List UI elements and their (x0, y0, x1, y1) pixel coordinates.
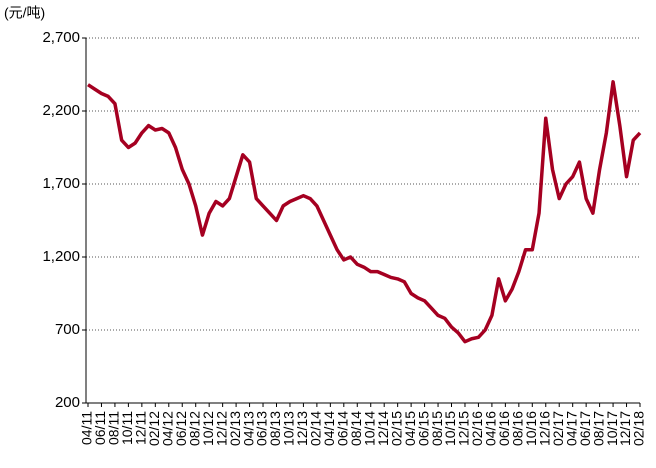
x-tick-label: 06/14 (335, 411, 351, 446)
x-tick-label: 12/13 (294, 411, 310, 446)
x-tick-label: 08/11 (106, 411, 122, 445)
x-tick-label: 06/16 (496, 411, 512, 446)
x-tick-label: 02/13 (227, 411, 243, 446)
x-tick-label: 04/14 (321, 411, 337, 446)
x-tick-label: 04/13 (240, 411, 256, 446)
x-tick-label: 08/14 (348, 411, 364, 446)
x-tick-label: 02/18 (631, 411, 647, 446)
x-tick-label: 08/16 (510, 411, 526, 446)
y-tick-label: 1,700 (42, 175, 80, 192)
x-tick-label: 04/17 (563, 411, 579, 446)
x-tick-label: 02/15 (388, 411, 404, 446)
x-tick-label: 04/15 (402, 411, 418, 446)
x-tick-label: 12/14 (375, 411, 391, 446)
x-tick-label: 04/11 (79, 411, 95, 445)
x-tick-label: 06/13 (254, 411, 270, 446)
y-tick-label: 2,200 (42, 102, 80, 119)
x-tick-label: 10/17 (604, 411, 620, 446)
x-tick-label: 08/13 (267, 411, 283, 446)
x-tick-label: 10/13 (281, 411, 297, 446)
x-tick-label: 02/16 (469, 411, 485, 446)
price-line (87, 80, 642, 344)
x-tick-label: 10/11 (119, 411, 135, 445)
x-tick-label: 12/12 (213, 411, 229, 446)
x-tick-label: 12/16 (536, 411, 552, 446)
y-tick-label: 700 (55, 321, 80, 338)
x-tick-label: 02/14 (308, 411, 324, 446)
x-tick-label: 02/17 (550, 411, 566, 446)
x-tick-label: 02/12 (146, 411, 162, 446)
unit-label: (元/吨) (4, 5, 45, 21)
x-tick-label: 10/14 (361, 411, 377, 446)
x-tick-label: 10/12 (200, 411, 216, 446)
x-tick-label: 08/17 (590, 411, 606, 446)
x-tick-label: 10/16 (523, 411, 539, 446)
x-tick-label: 06/11 (92, 411, 108, 445)
x-tick-label: 04/16 (483, 411, 499, 446)
y-tick-label: 200 (55, 394, 80, 411)
x-tick-label: 12/15 (456, 411, 472, 446)
x-tick-label: 08/12 (186, 411, 202, 446)
x-tick-label: 10/15 (442, 411, 458, 446)
x-tick-label: 06/17 (577, 411, 593, 446)
x-tick-label: 12/17 (617, 411, 633, 446)
y-tick-label: 2,700 (42, 29, 80, 46)
x-tick-label: 12/11 (133, 411, 149, 445)
x-tick-label: 06/15 (415, 411, 431, 446)
y-tick-label: 1,200 (42, 248, 80, 265)
x-tick-label: 04/12 (159, 411, 175, 446)
x-tick-label: 06/12 (173, 411, 189, 446)
x-tick-label: 08/15 (429, 411, 445, 446)
